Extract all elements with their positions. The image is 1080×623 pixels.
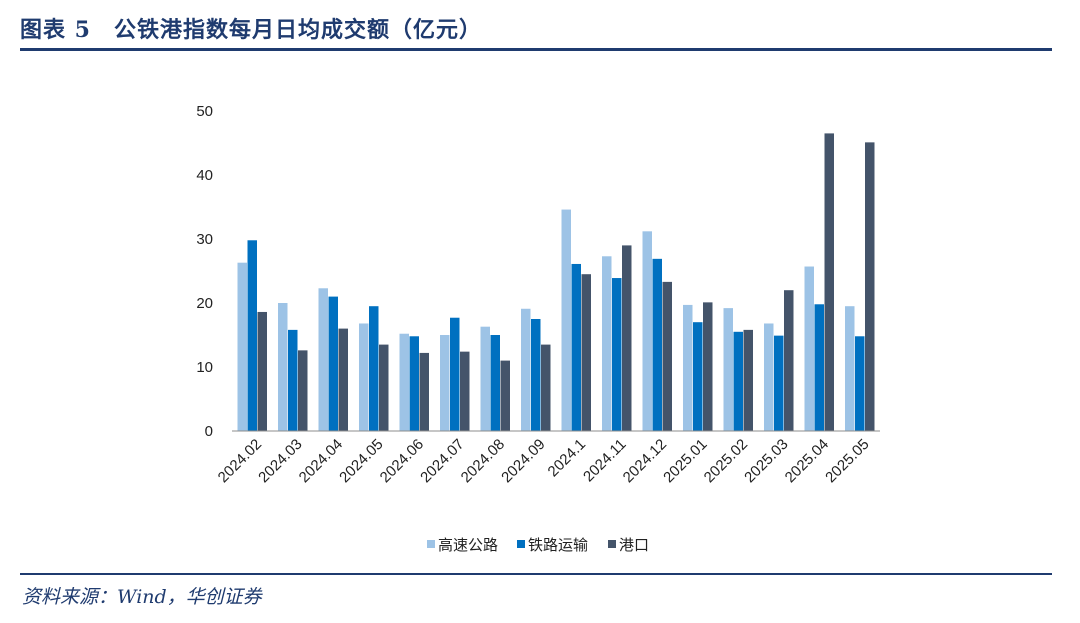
x-tick-label: 2025.04 [782,436,832,486]
bar [480,326,490,431]
bar [855,336,865,431]
y-axis: 0 10 20 30 40 50 [196,103,213,440]
bar [743,329,753,431]
bar [602,256,612,431]
y-tick-label: 40 [196,167,213,184]
bar [531,319,541,431]
bar [683,304,693,431]
bar [379,344,389,431]
bar [257,311,267,431]
bar [733,331,743,431]
x-tick-label: 2025.05 [822,436,872,486]
y-tick-label: 20 [196,295,213,312]
y-tick-label: 30 [196,231,213,248]
bar [298,350,308,431]
bar [784,290,794,431]
y-tick-label: 10 [196,359,213,376]
legend-label: 港口 [619,536,649,554]
bar [662,281,672,431]
bar [845,306,855,431]
x-tick-label: 2024.05 [336,436,386,486]
bar [500,360,510,431]
x-axis: 2024.022024.032024.042024.052024.062024.… [215,430,880,486]
bars-group [237,133,875,432]
bar [521,308,531,431]
y-tick-label: 50 [196,103,213,120]
bar [723,308,733,431]
x-tick-label: 2024.08 [458,436,508,486]
source-rule [20,573,1052,575]
legend-label: 铁路运输 [528,536,588,554]
legend-label: 高速公路 [438,536,498,554]
figure-title: 图表 5 公铁港指数每月日均成交额（亿元） [20,17,482,43]
bar [318,288,328,431]
bar [247,240,257,431]
legend-swatch [517,540,525,548]
bar [865,142,875,432]
y-tick-label: 0 [205,423,213,440]
x-tick-label: 2025.02 [701,436,751,486]
bar [369,306,379,431]
bar [804,266,814,431]
bar [328,296,338,431]
bar [642,231,652,431]
bar [693,322,703,431]
bar [824,133,834,431]
bar [703,302,713,431]
x-tick-label: 2024.02 [215,436,265,486]
x-tick-label: 2025.03 [741,436,791,486]
bar [237,262,247,431]
x-tick-label: 2025.01 [660,436,710,486]
bar [440,335,450,431]
bar [450,317,460,431]
bar [581,274,591,431]
x-tick-label: 2024.06 [377,436,427,486]
bar [278,303,288,431]
bar [460,351,470,431]
bar [359,323,369,431]
legend-swatch [427,540,435,548]
x-tick-label: 2024.04 [296,436,346,486]
x-tick-label: 2024.07 [417,436,467,486]
bar [764,323,774,431]
bar [490,335,500,431]
bar [409,336,419,431]
bar [561,209,571,431]
x-tick-label: 2024.12 [620,436,670,486]
bar [571,263,581,431]
bar [774,335,784,431]
bar [541,344,551,431]
x-tick-label: 2024.03 [255,436,305,486]
bar [338,328,348,431]
bar [612,278,622,431]
source-note: 资料来源：Wind，华创证券 [22,586,262,608]
bar [622,245,632,431]
bar [288,329,298,431]
bar [652,258,662,431]
bar [399,333,409,431]
legend: 高速公路 铁路运输 港口 [427,536,649,554]
bar [419,352,429,431]
legend-swatch [608,540,616,548]
title-rule [20,48,1052,51]
bar [814,304,824,431]
x-tick-label: 2024.09 [498,436,548,486]
